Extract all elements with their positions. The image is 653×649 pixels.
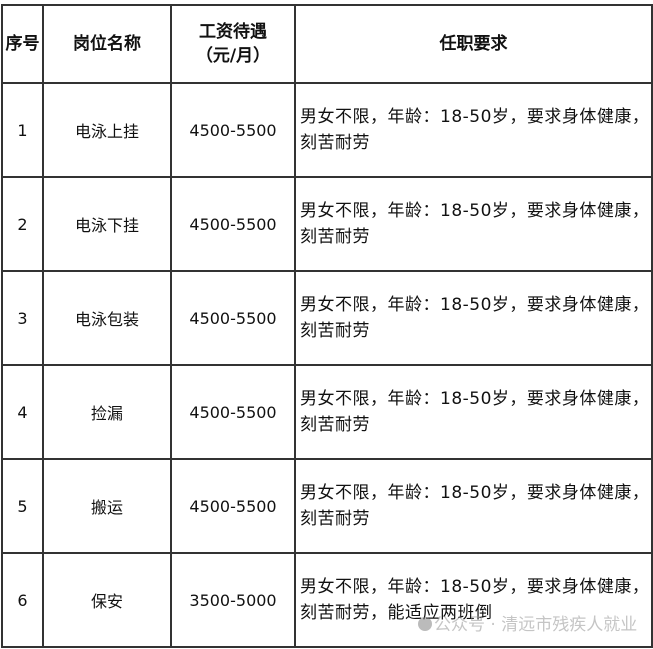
table-row: 6 保安 3500-5000 男女不限，年龄：18-50岁，要求身体健康，刻苦耐劳，能… [1, 552, 653, 648]
cell-no: 5 [1, 458, 44, 554]
cell-position: 电泳上挂 [42, 82, 172, 178]
cell-position: 电泳包装 [42, 270, 172, 366]
cell-requirement: 男女不限，年龄：18-50岁，要求身体健康，刻苦耐劳 [294, 82, 653, 178]
job-table: 序号 岗位名称 工资待遇 （元/月） 任职要求 1 电泳上挂 4500-5500 男女不… [1, 4, 653, 648]
cell-position: 电泳下挂 [42, 176, 172, 272]
cell-position: 搬运 [42, 458, 172, 554]
header-salary-line2: （元/月） [195, 46, 271, 66]
cell-requirement: 男女不限，年龄：18-50岁，要求身体健康，刻苦耐劳 [294, 176, 653, 272]
cell-no: 1 [1, 82, 44, 178]
cell-no: 2 [1, 176, 44, 272]
cell-salary: 4500-5500 [170, 176, 296, 272]
cell-no: 4 [1, 364, 44, 460]
watermark: 公众号 · 清远市残疾人就业 [418, 610, 637, 635]
cell-requirement: 男女不限，年龄：18-50岁，要求身体健康，刻苦耐劳 [294, 270, 653, 366]
header-salary-line1: 工资待遇 [199, 22, 267, 42]
table-row: 3 电泳包装 4500-5500 男女不限，年龄：18-50岁，要求身体健康，刻苦耐劳 [1, 270, 653, 366]
cell-salary: 4500-5500 [170, 82, 296, 178]
table-row: 4 捡漏 4500-5500 男女不限，年龄：18-50岁，要求身体健康，刻苦耐劳 [1, 364, 653, 460]
wechat-icon [418, 617, 432, 631]
header-salary: 工资待遇 （元/月） [170, 4, 296, 84]
cell-salary: 3500-5000 [170, 552, 296, 648]
cell-salary: 4500-5500 [170, 458, 296, 554]
watermark-text: 公众号 · 清远市残疾人就业 [434, 615, 638, 635]
cell-requirement: 男女不限，年龄：18-50岁，要求身体健康，刻苦耐劳，能适应两班倒 [294, 552, 653, 648]
cell-salary: 4500-5500 [170, 364, 296, 460]
cell-no: 3 [1, 270, 44, 366]
cell-requirement: 男女不限，年龄：18-50岁，要求身体健康，刻苦耐劳 [294, 364, 653, 460]
cell-no: 6 [1, 552, 44, 648]
table-row: 5 搬运 4500-5500 男女不限，年龄：18-50岁，要求身体健康，刻苦耐劳 [1, 458, 653, 554]
cell-requirement: 男女不限，年龄：18-50岁，要求身体健康，刻苦耐劳 [294, 458, 653, 554]
cell-salary: 4500-5500 [170, 270, 296, 366]
cell-position: 捡漏 [42, 364, 172, 460]
header-no: 序号 [1, 4, 44, 84]
table-row: 1 电泳上挂 4500-5500 男女不限，年龄：18-50岁，要求身体健康，刻苦耐劳 [1, 82, 653, 178]
table-row: 2 电泳下挂 4500-5500 男女不限，年龄：18-50岁，要求身体健康，刻苦耐劳 [1, 176, 653, 272]
header-row: 序号 岗位名称 工资待遇 （元/月） 任职要求 [1, 4, 653, 84]
header-position: 岗位名称 [42, 4, 172, 84]
header-requirement: 任职要求 [294, 4, 653, 84]
cell-position: 保安 [42, 552, 172, 648]
